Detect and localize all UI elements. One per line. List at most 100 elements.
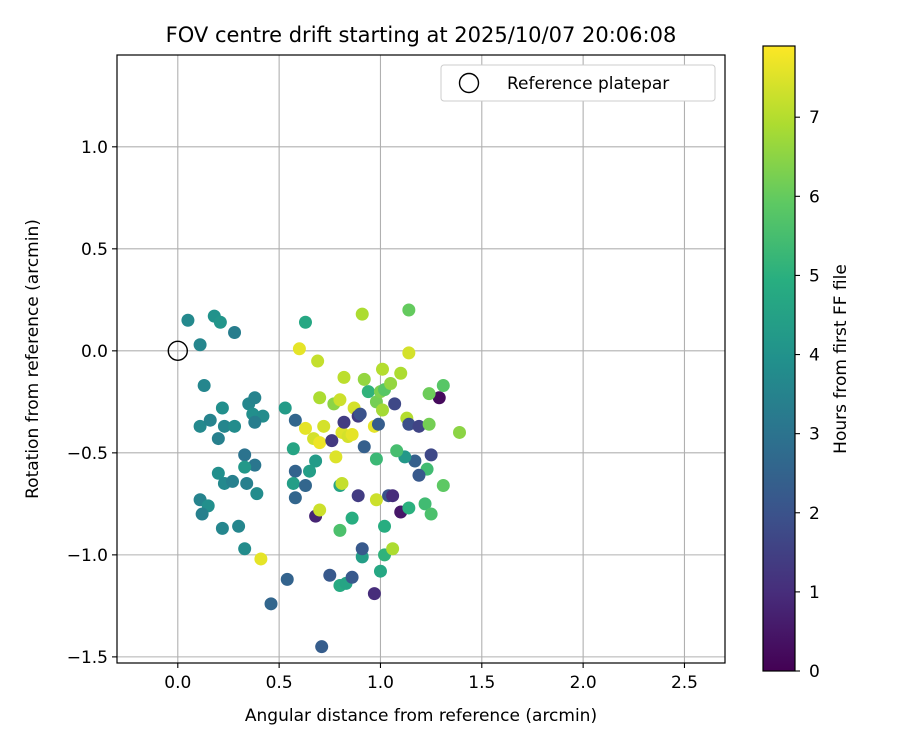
legend-label-reference: Reference platepar <box>507 74 669 94</box>
x-tick-label: 2.5 <box>671 673 698 693</box>
data-point <box>286 476 300 490</box>
x-tick-label: 1.0 <box>367 673 394 693</box>
data-point <box>345 427 359 441</box>
data-point <box>418 497 432 511</box>
data-point <box>323 568 337 582</box>
data-point <box>232 519 246 533</box>
data-point <box>422 417 436 431</box>
data-point <box>388 397 402 411</box>
y-tick-label: −1.5 <box>67 648 108 668</box>
y-tick-label: −1.0 <box>67 546 108 566</box>
x-tick-label: 0.0 <box>164 673 191 693</box>
data-point <box>193 419 207 433</box>
data-point <box>337 370 351 384</box>
data-point <box>375 403 389 417</box>
grid <box>117 55 725 663</box>
plot-frame <box>116 54 726 664</box>
data-point <box>311 354 325 368</box>
data-point <box>203 413 217 427</box>
data-point <box>217 419 231 433</box>
colorbar-tick-label: 5 <box>809 266 820 286</box>
data-point <box>298 421 312 435</box>
data-point <box>424 448 438 462</box>
chart-title: FOV centre drift starting at 2025/10/07 … <box>166 23 677 47</box>
data-point <box>211 466 225 480</box>
data-point <box>402 303 416 317</box>
data-point <box>193 338 207 352</box>
data-point <box>313 503 327 517</box>
data-point <box>402 346 416 360</box>
data-point <box>453 425 467 439</box>
data-point <box>303 464 317 478</box>
data-point <box>345 570 359 584</box>
data-point <box>408 454 422 468</box>
data-point <box>240 476 254 490</box>
data-point <box>367 587 381 601</box>
data-point <box>317 419 331 433</box>
y-axis-label: Rotation from reference (arcmin) <box>23 219 43 499</box>
data-point <box>238 460 252 474</box>
data-point <box>226 474 240 488</box>
data-points <box>181 303 467 654</box>
x-tick-label: 0.5 <box>266 673 293 693</box>
y-tick-label: 1.0 <box>81 138 108 158</box>
colorbar-tick-label: 4 <box>809 346 820 366</box>
data-point <box>181 313 195 327</box>
data-point <box>288 464 302 478</box>
data-point <box>215 401 229 415</box>
colorbar-ticks: 0 1 2 3 4 5 6 7 <box>795 108 820 682</box>
data-point <box>288 413 302 427</box>
colorbar-tick-label: 3 <box>809 425 820 445</box>
data-point <box>424 507 438 521</box>
legend-box <box>440 64 716 102</box>
data-point <box>353 407 367 421</box>
data-point <box>313 436 327 450</box>
data-point <box>390 444 404 458</box>
data-point <box>248 458 262 472</box>
data-point <box>333 523 347 537</box>
data-point <box>384 376 398 390</box>
data-point <box>325 434 339 448</box>
data-point <box>351 489 365 503</box>
data-point <box>292 342 306 356</box>
colorbar-tick-label: 2 <box>809 504 820 524</box>
data-point <box>432 391 446 405</box>
data-point <box>436 478 450 492</box>
data-point <box>345 511 359 525</box>
legend: Reference platepar <box>440 64 716 102</box>
data-point <box>280 572 294 586</box>
data-point <box>286 442 300 456</box>
data-point <box>211 432 225 446</box>
data-point <box>422 387 436 401</box>
data-point <box>313 391 327 405</box>
data-point <box>371 417 385 431</box>
data-point <box>315 640 329 654</box>
data-point <box>333 393 347 407</box>
colorbar-gradient <box>762 45 796 672</box>
data-point <box>248 391 262 405</box>
data-point <box>250 487 264 501</box>
data-point <box>355 542 369 556</box>
data-point <box>298 315 312 329</box>
x-axis-label: Angular distance from reference (arcmin) <box>245 706 597 726</box>
data-point <box>412 468 426 482</box>
y-tick-label: 0.0 <box>81 342 108 362</box>
data-point <box>402 501 416 515</box>
y-tick-label: −0.5 <box>67 444 108 464</box>
data-point <box>278 401 292 415</box>
data-point <box>264 597 278 611</box>
data-point <box>248 415 262 429</box>
data-point <box>378 519 392 533</box>
colorbar-tick-label: 0 <box>809 662 820 682</box>
data-point <box>412 419 426 433</box>
legend-marker-reference <box>458 72 480 94</box>
data-point <box>357 372 371 386</box>
data-point <box>335 476 349 490</box>
data-point <box>361 385 375 399</box>
data-point <box>369 452 383 466</box>
data-point <box>288 491 302 505</box>
data-point <box>195 507 209 521</box>
x-axis-ticks: 0.0 0.5 1.0 1.5 2.0 2.5 <box>164 663 698 693</box>
